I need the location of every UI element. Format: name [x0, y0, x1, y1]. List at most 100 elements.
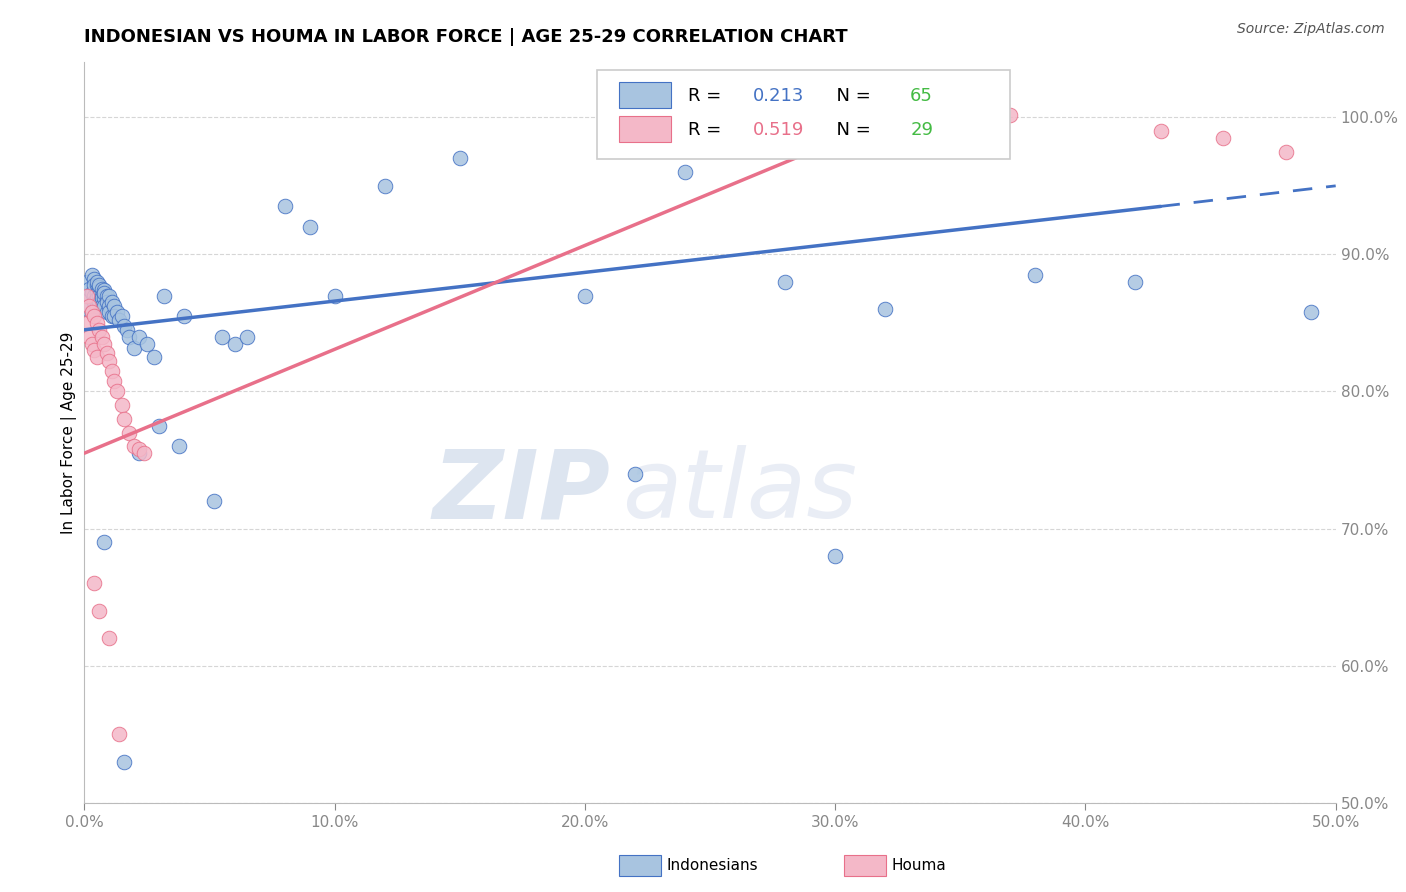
Point: [111, 398, 134, 412]
Text: 29: 29: [910, 120, 934, 139]
Point: [89, 277, 111, 292]
Point: [80, 305, 103, 319]
Point: [80, 268, 103, 282]
Bar: [619, 116, 671, 142]
Text: R =: R =: [688, 120, 727, 139]
Point: [90, 291, 112, 305]
Point: [124, 439, 146, 453]
Bar: [619, 82, 671, 108]
Point: [93, 285, 115, 300]
Point: [103, 309, 125, 323]
Point: [76, 288, 98, 302]
Point: [103, 374, 125, 388]
Point: [79, 288, 101, 302]
Point: [86, 285, 108, 300]
Point: [1274, 145, 1296, 159]
Point: [79, 282, 101, 296]
Point: [96, 288, 118, 302]
Point: [298, 219, 321, 234]
Point: [323, 288, 346, 302]
Point: [148, 418, 170, 433]
Text: Source: ZipAtlas.com: Source: ZipAtlas.com: [1237, 22, 1385, 37]
Point: [112, 318, 135, 333]
Point: [93, 300, 115, 314]
Point: [101, 364, 124, 378]
Point: [118, 329, 141, 343]
Point: [86, 350, 108, 364]
Point: [1125, 275, 1147, 289]
Text: 65: 65: [910, 87, 934, 104]
Point: [824, 549, 846, 563]
Point: [1000, 107, 1022, 121]
Point: [86, 291, 108, 305]
Point: [98, 300, 121, 314]
Point: [128, 442, 150, 456]
Point: [76, 316, 98, 330]
Point: [134, 446, 156, 460]
Text: Indonesians: Indonesians: [666, 858, 758, 872]
Point: [236, 329, 259, 343]
Point: [80, 305, 103, 319]
Text: N =: N =: [825, 120, 877, 139]
Point: [1024, 268, 1046, 282]
Point: [89, 295, 111, 310]
Point: [83, 288, 105, 302]
Point: [90, 300, 112, 314]
Point: [93, 283, 115, 297]
Point: [79, 300, 101, 314]
Point: [76, 302, 98, 317]
Point: [108, 313, 131, 327]
Point: [83, 295, 105, 310]
Point: [89, 280, 111, 294]
Point: [90, 288, 112, 302]
Point: [108, 727, 131, 741]
Point: [169, 439, 191, 453]
Point: [112, 755, 135, 769]
Point: [204, 494, 226, 508]
Point: [273, 199, 295, 213]
Point: [89, 604, 111, 618]
Point: [1149, 124, 1171, 138]
Point: [101, 295, 124, 310]
Point: [89, 288, 111, 302]
Point: [83, 576, 105, 591]
Point: [90, 329, 112, 343]
Text: ZIP: ZIP: [432, 445, 610, 539]
Point: [224, 336, 246, 351]
Point: [76, 275, 98, 289]
Point: [875, 302, 897, 317]
Point: [574, 288, 596, 302]
Point: [105, 384, 128, 399]
Point: [86, 316, 108, 330]
Point: [83, 272, 105, 286]
Text: atlas: atlas: [623, 445, 858, 539]
Point: [118, 425, 141, 440]
Point: [112, 412, 135, 426]
Point: [773, 275, 796, 289]
Point: [124, 341, 146, 355]
Point: [673, 165, 696, 179]
Text: 0.519: 0.519: [752, 120, 804, 139]
Point: [96, 295, 118, 310]
Point: [80, 285, 103, 300]
Point: [83, 309, 105, 323]
Point: [93, 535, 115, 549]
Point: [98, 632, 121, 646]
Point: [93, 336, 115, 351]
Point: [83, 277, 105, 292]
Text: N =: N =: [825, 87, 877, 104]
Text: Houma: Houma: [891, 858, 946, 872]
Point: [128, 446, 150, 460]
Point: [79, 329, 101, 343]
Point: [143, 350, 166, 364]
Point: [86, 300, 108, 314]
Point: [103, 300, 125, 314]
Point: [1299, 305, 1322, 319]
Point: [624, 467, 647, 481]
Point: [153, 288, 176, 302]
Point: [115, 323, 138, 337]
Text: 0.213: 0.213: [752, 87, 804, 104]
Y-axis label: In Labor Force | Age 25-29: In Labor Force | Age 25-29: [62, 332, 77, 533]
FancyBboxPatch shape: [598, 70, 1011, 159]
Point: [211, 329, 233, 343]
